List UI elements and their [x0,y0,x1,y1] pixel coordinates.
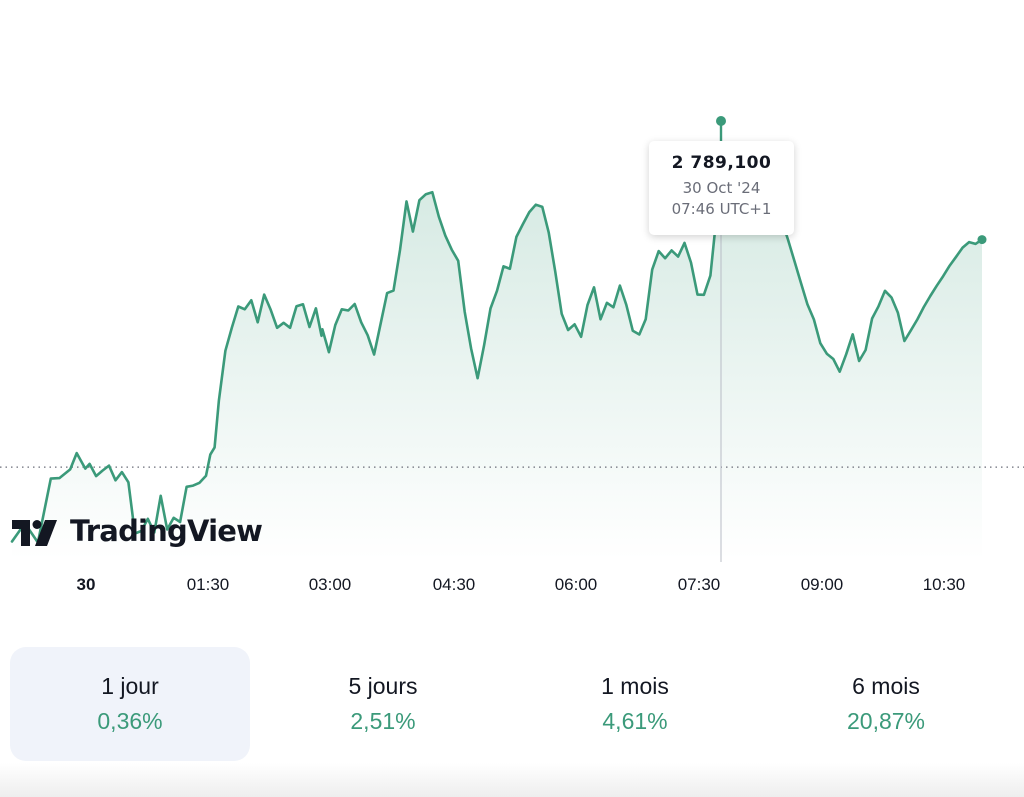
x-axis: 30 01:30 03:00 04:30 06:00 07:30 09:00 10:30 [77,575,966,594]
last-price-point [977,235,987,245]
x-tick-label: 10:30 [923,575,966,594]
tab-5-days[interactable]: 5 jours 2,51% [263,647,503,761]
tooltip-time: 07:46 UTC+1 [671,200,772,218]
x-tick-label: 03:00 [309,575,352,594]
tab-label: 5 jours [348,673,418,699]
tradingview-logo[interactable]: TradingView [12,511,263,551]
x-tick-label: 01:30 [187,575,230,594]
tab-6-months[interactable]: 6 mois 20,87% [766,647,1006,761]
x-tick-label: 09:00 [801,575,844,594]
tab-change: 4,61% [602,708,668,734]
x-tick-label: 30 [77,575,96,594]
x-tick-label: 07:30 [678,575,721,594]
price-tooltip: 2 789,100 30 Oct '24 07:46 UTC+1 [649,141,794,235]
tradingview-logo-text: TradingView [70,514,263,548]
highlight-point[interactable] [716,116,726,126]
x-tick-label: 04:30 [433,575,476,594]
tab-1-month[interactable]: 1 mois 4,61% [515,647,755,761]
period-tabs: 1 jour 0,36% 5 jours 2,51% 1 mois 4,61% … [10,647,1014,761]
tab-label: 6 mois [852,673,920,699]
x-tick-label: 06:00 [555,575,598,594]
tooltip-price: 2 789,100 [671,153,772,173]
tab-label: 1 jour [101,673,159,699]
price-area-fill [12,166,982,560]
price-line [10,165,984,544]
tradingview-logo-icon [12,520,57,546]
tab-change: 20,87% [846,708,925,734]
tab-label: 1 mois [601,673,669,699]
bottom-fade [0,763,1024,797]
tab-1-day[interactable]: 1 jour 0,36% [10,647,250,761]
tab-change: 2,51% [350,708,416,734]
tooltip-date: 30 Oct '24 [682,179,761,197]
tab-change: 0,36% [97,708,163,734]
price-chart[interactable]: 30 01:30 03:00 04:30 06:00 07:30 09:00 10:30 [0,0,1024,610]
